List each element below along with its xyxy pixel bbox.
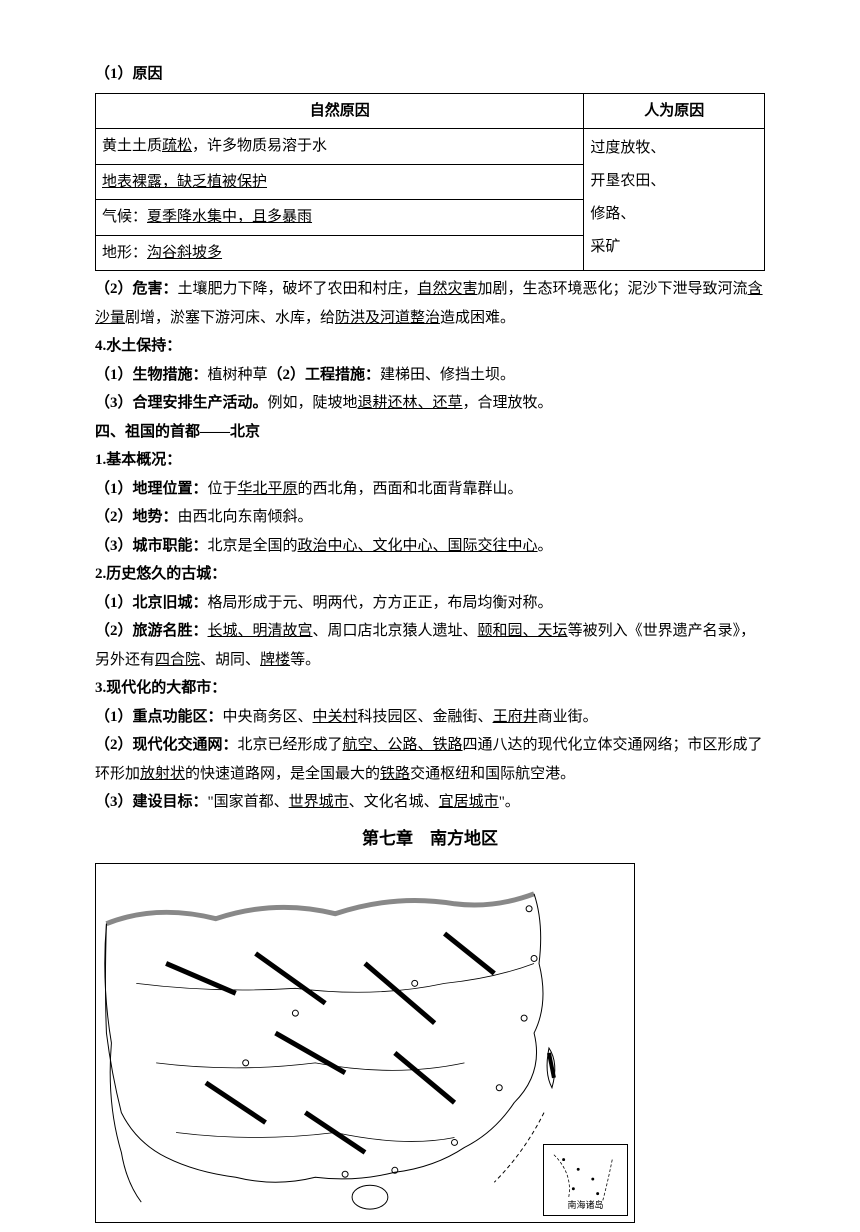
- bj-s2-p1: （1）北京旧城：格局形成于元、明两代，方方正正，布局均衡对称。: [95, 589, 765, 618]
- beijing-heading: 四、祖国的首都——北京: [95, 418, 765, 447]
- human-cell: 过度放牧、 开垦农田、 修路、 采矿: [584, 129, 765, 271]
- bj-s3-p2: （2）现代化交通网：北京已经形成了航空、公路、铁路四通八达的现代化立体交通网络；…: [95, 731, 765, 788]
- table-row: 黄土土质疏松，许多物质易溶于水 过度放牧、 开垦农田、 修路、 采矿: [96, 129, 765, 165]
- bj-s3-p1: （1）重点功能区：中央商务区、中关村科技园区、金融街、王府井商业街。: [95, 703, 765, 732]
- bj-s1-p3: （3）城市职能：北京是全国的政治中心、文化中心、国际交往中心。: [95, 532, 765, 561]
- bj-s2-p2: （2）旅游名胜：长城、明清故宫、周口店北京猿人遗址、颐和园、天坛等被列入《世界遗…: [95, 617, 765, 674]
- inset-label: 南海诸岛: [544, 1197, 627, 1214]
- bj-s1-title: 1.基本概况：: [95, 446, 765, 475]
- bj-s2-title: 2.历史悠久的古城：: [95, 560, 765, 589]
- conserve-title: 4.水土保持：: [95, 332, 765, 361]
- bj-s1-p1: （1）地理位置：位于华北平原的西北角，西面和北面背靠群山。: [95, 475, 765, 504]
- bj-s3-p3: （3）建设目标："国家首都、世界城市、文化名城、宜居城市"。: [95, 788, 765, 817]
- bj-s3-title: 3.现代化的大都市：: [95, 674, 765, 703]
- conserve-l2: （3）合理安排生产活动。例如，陡坡地退耕还林、还草，合理放牧。: [95, 389, 765, 418]
- cause-heading: （1）原因: [95, 60, 765, 89]
- map-inset: 南海诸岛: [543, 1144, 628, 1216]
- hazard-para: （2）危害：土壤肥力下降，破坏了农田和村庄，自然灾害加剧，生态环境恶化；泥沙下泄…: [95, 275, 765, 332]
- bj-s1-p2: （2）地势：由西北向东南倾斜。: [95, 503, 765, 532]
- th-natural: 自然原因: [96, 93, 584, 129]
- chapter-title: 第七章 南方地区: [95, 823, 765, 855]
- conserve-l1: （1）生物措施：植树种草（2）工程措施：建梯田、修挡土坝。: [95, 361, 765, 390]
- th-human: 人为原因: [584, 93, 765, 129]
- cause-table: 自然原因 人为原因 黄土土质疏松，许多物质易溶于水 过度放牧、 开垦农田、 修路…: [95, 93, 765, 272]
- south-china-map: 南海诸岛: [95, 863, 635, 1223]
